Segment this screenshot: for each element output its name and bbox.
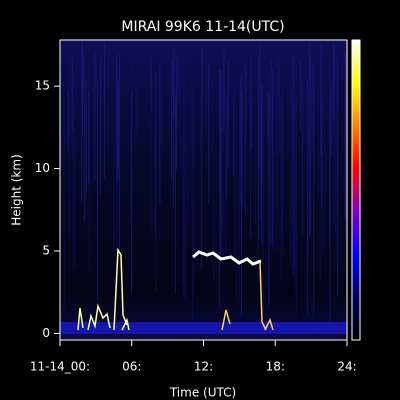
- x-tick-label: 12:: [194, 360, 213, 374]
- x-tick-label: 11-14_00:: [30, 360, 90, 374]
- boundary-layer: [60, 322, 347, 334]
- chart-title: MIRAI 99K6 11-14(UTC): [121, 19, 284, 35]
- cloud: [192, 250, 262, 266]
- y-axis-label: Height (km): [10, 154, 24, 225]
- cloud: [221, 261, 274, 331]
- x-tick-label: 24:: [337, 360, 356, 374]
- y-tick-label: 10: [35, 161, 50, 175]
- plot-background: [60, 40, 347, 340]
- x-axis-label: Time (UTC): [169, 386, 236, 400]
- colorbar: [351, 39, 361, 341]
- x-tick-label: 06:: [122, 360, 141, 374]
- cloud-patches: [77, 247, 274, 331]
- texture: [59, 40, 347, 331]
- y-tick-label: 0: [42, 326, 50, 340]
- y-tick-label: 5: [42, 243, 50, 257]
- y-tick-label: 15: [35, 79, 50, 93]
- x-tick-label: 18:: [266, 360, 285, 374]
- cloud: [77, 247, 130, 331]
